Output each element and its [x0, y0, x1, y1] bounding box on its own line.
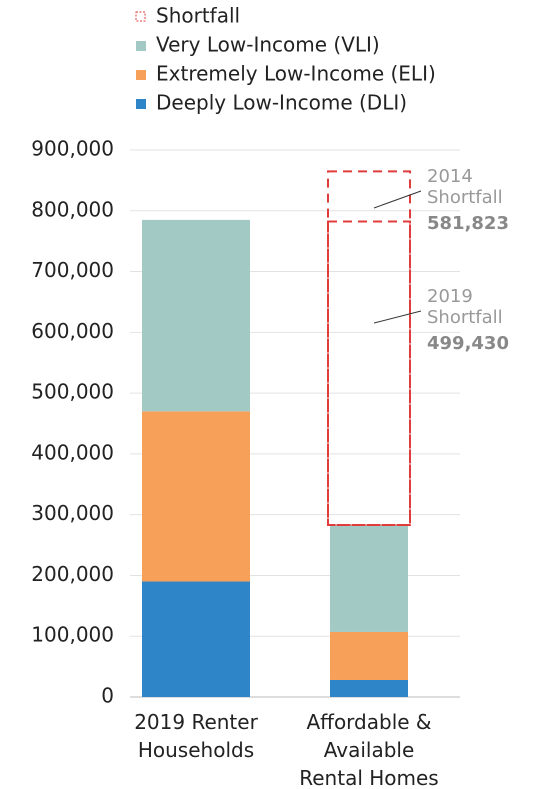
bar-segment	[142, 411, 250, 582]
bar-segment	[142, 219, 250, 412]
y-tick-label: 400,000	[31, 440, 114, 464]
y-tick-label: 100,000	[31, 623, 114, 647]
legend-label: Very Low-Income (VLI)	[156, 33, 380, 57]
annotation-year: 2014	[427, 166, 473, 187]
y-tick-label: 300,000	[31, 501, 114, 525]
y-tick-label: 600,000	[31, 319, 114, 343]
legend-label: Extremely Low-Income (ELI)	[156, 62, 436, 86]
legend-label: Deeply Low-Income (DLI)	[156, 91, 407, 115]
x-tick-label: 2019 Renter Households	[134, 710, 258, 762]
leader-line	[373, 190, 422, 209]
y-tick-label: 700,000	[31, 258, 114, 282]
y-tick-label: 800,000	[31, 197, 114, 221]
legend-swatch	[136, 41, 146, 51]
annotation-text: Shortfall	[427, 187, 503, 208]
y-tick-label: 900,000	[31, 137, 114, 161]
annotation-value: 581,823	[427, 213, 509, 234]
leader-line	[373, 310, 422, 324]
shortfall-box	[327, 170, 411, 526]
bar-segment	[330, 524, 408, 632]
shortfall-box	[327, 220, 411, 526]
y-tick-label: 200,000	[31, 562, 114, 586]
annotation-value: 499,430	[427, 333, 509, 354]
legend-swatch	[136, 99, 146, 109]
bar-segment	[330, 679, 408, 697]
legend-swatch	[135, 11, 146, 22]
annotation-text: Shortfall	[427, 307, 503, 328]
bar-segment	[142, 581, 250, 697]
bar-segment	[330, 631, 408, 680]
y-tick-label: 0	[101, 684, 114, 708]
x-tick-label: Affordable & Available Rental Homes	[299, 710, 439, 789]
legend-label: Shortfall	[156, 4, 240, 28]
y-tick-label: 500,000	[31, 380, 114, 404]
legend-swatch	[136, 70, 146, 80]
annotation-year: 2019	[427, 286, 473, 307]
